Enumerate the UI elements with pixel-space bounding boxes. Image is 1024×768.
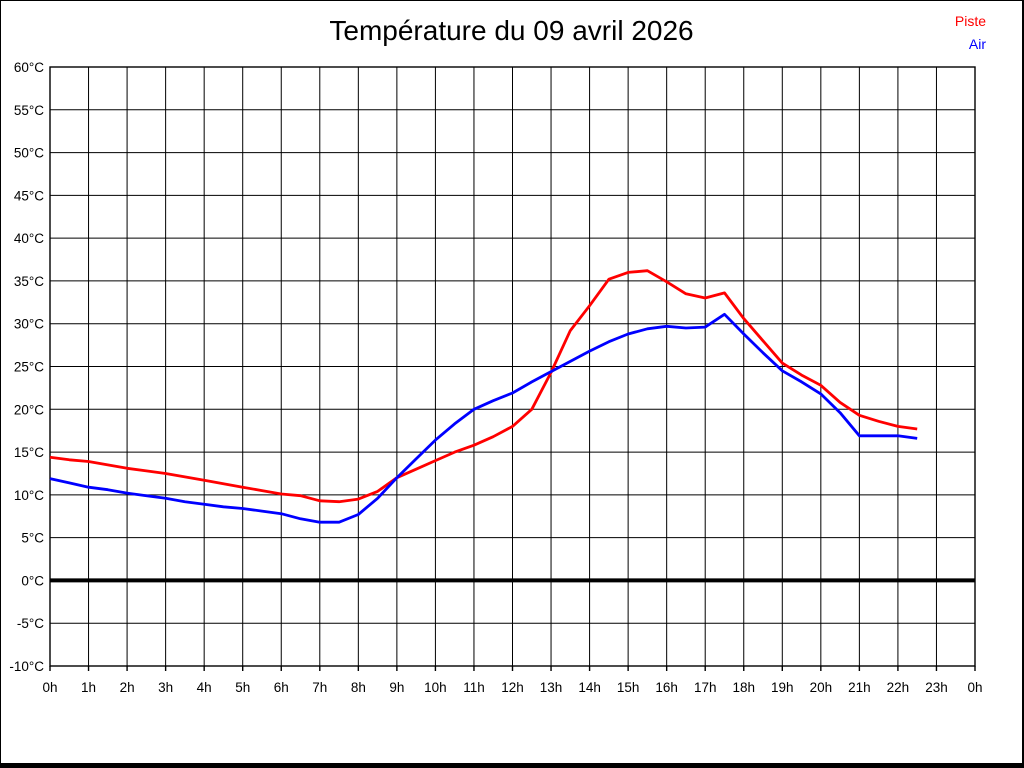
page-title: Température du 09 avril 2026 bbox=[329, 15, 694, 46]
y-axis-tick-label: 60°C bbox=[14, 60, 44, 75]
x-axis-tick-label: 3h bbox=[158, 680, 173, 695]
legend-item-air: Air bbox=[968, 36, 986, 52]
y-axis-tick-label: -10°C bbox=[9, 659, 44, 674]
x-axis-tick-label: 6h bbox=[274, 680, 289, 695]
x-axis-tick-label: 9h bbox=[389, 680, 404, 695]
x-axis-tick-label: 1h bbox=[81, 680, 96, 695]
x-axis-tick-label: 22h bbox=[887, 680, 910, 695]
x-axis-tick-label: 5h bbox=[235, 680, 250, 695]
x-axis-tick-label: 12h bbox=[501, 680, 524, 695]
x-axis-tick-label: 10h bbox=[424, 680, 447, 695]
y-axis-tick-label: 15°C bbox=[14, 445, 44, 460]
x-axis-tick-label: 21h bbox=[848, 680, 871, 695]
y-axis-tick-label: 35°C bbox=[14, 274, 44, 289]
piste-temperature-line bbox=[49, 269, 918, 504]
x-axis-tick-label: 16h bbox=[655, 680, 678, 695]
x-axis-tick-label: 19h bbox=[771, 680, 794, 695]
x-axis-tick-label: 13h bbox=[540, 680, 563, 695]
x-axis-tick-label: 2h bbox=[120, 680, 135, 695]
air-temperature-line bbox=[49, 312, 918, 524]
y-axis-tick-label: 20°C bbox=[14, 402, 44, 417]
x-axis-tick-label: 23h bbox=[925, 680, 948, 695]
x-axis-tick-label: 17h bbox=[694, 680, 717, 695]
chart-legend: Piste Air bbox=[955, 10, 986, 56]
y-axis-tick-label: 40°C bbox=[14, 231, 44, 246]
x-axis-tick-label: 0h bbox=[42, 680, 57, 695]
y-axis-tick-label: 25°C bbox=[14, 360, 44, 375]
y-axis-tick-label: -5°C bbox=[17, 616, 44, 631]
x-axis-tick-label: 15h bbox=[617, 680, 640, 695]
x-axis-tick-label: 0h bbox=[967, 680, 982, 695]
y-axis-tick-label: 50°C bbox=[14, 146, 44, 161]
y-axis-tick-label: 5°C bbox=[21, 531, 44, 546]
y-axis-tick-label: 45°C bbox=[14, 188, 44, 203]
x-axis-tick-label: 11h bbox=[463, 680, 485, 695]
x-axis-tick-label: 18h bbox=[732, 680, 755, 695]
y-axis-tick-label: 30°C bbox=[14, 317, 44, 332]
y-axis-tick-label: 55°C bbox=[14, 103, 44, 118]
x-axis-tick-label: 7h bbox=[312, 680, 327, 695]
x-axis-tick-label: 14h bbox=[578, 680, 601, 695]
legend-item-piste: Piste bbox=[954, 13, 986, 29]
x-axis-tick-label: 4h bbox=[197, 680, 212, 695]
y-axis-tick-label: 0°C bbox=[21, 573, 44, 588]
x-axis-tick-label: 8h bbox=[351, 680, 366, 695]
y-axis-tick-label: 10°C bbox=[14, 488, 44, 503]
x-axis-tick-label: 20h bbox=[810, 680, 833, 695]
